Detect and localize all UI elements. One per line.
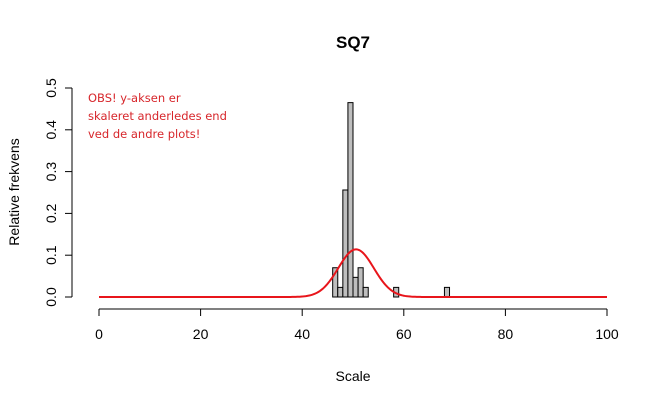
histogram-bar [443,286,451,298]
chart-title: SQ7 [336,33,370,52]
x-tick-label: 80 [498,326,514,342]
y-tick-label: 0.3 [43,162,59,182]
x-axis-label: Scale [335,368,370,384]
y-tick-label: 0.4 [43,120,59,140]
y-tick-label: 0.0 [43,287,59,307]
histogram-bar [342,189,349,298]
y-axis-label: Relative frekvens [6,138,22,245]
histogram-bar [362,286,369,298]
y-tick-label: 0.5 [43,78,59,98]
histogram-bar [352,276,359,298]
histogram-bar [347,102,354,298]
note-line: OBS! y-aksen er [88,91,181,105]
y-axis: 0.0 0.1 0.2 0.3 0.4 0.5 [43,78,73,307]
density-curve [99,248,607,298]
y-tick-label: 0.1 [43,245,59,265]
y-tick-label: 0.2 [43,203,59,223]
histogram-bar [357,267,364,298]
note-line: ved de andre plots! [88,127,200,141]
histogram-bars [332,102,451,298]
x-tick-label: 20 [193,326,209,342]
histogram-bar [337,286,344,298]
x-tick-label: 60 [396,326,412,342]
x-tick-label: 40 [294,326,310,342]
scale-warning-note: OBS! y-aksen er skaleret anderledes end ve… [88,91,227,141]
x-axis: 0 20 40 60 80 100 [95,308,619,342]
x-tick-label: 0 [95,326,103,342]
x-tick-label: 100 [595,326,619,342]
note-line: skaleret anderledes end [88,109,227,123]
histogram-bar [332,267,339,298]
